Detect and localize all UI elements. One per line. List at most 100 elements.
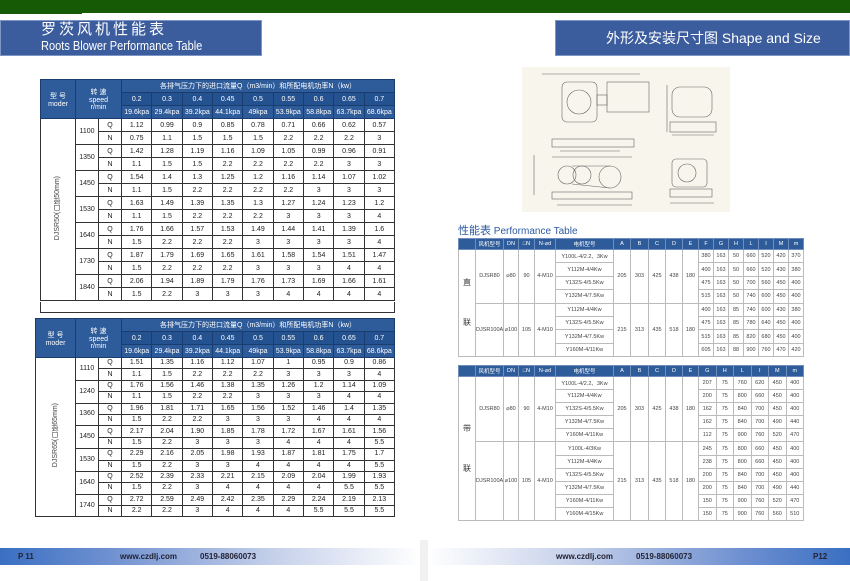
dimension-value: 420: [788, 342, 804, 358]
q-label: Q: [97, 248, 123, 262]
q-label: Q: [97, 274, 123, 288]
dimension-e: 180: [682, 441, 699, 522]
dimension-value: 85: [728, 329, 744, 344]
n-label: N: [97, 235, 123, 249]
dimension-value: 163: [713, 315, 729, 331]
table-row: Y160M-4/11Kw 605 163 88 900 760 470 420: [459, 342, 804, 358]
flow-value: 1.16: [272, 170, 304, 184]
dimension-value: 510: [785, 506, 804, 522]
power-value: 3: [181, 505, 214, 518]
dimension-value: 245: [698, 441, 717, 456]
power-value: 2.2: [211, 391, 244, 404]
dimension-value: 50: [728, 248, 744, 264]
power-value: 4: [363, 368, 396, 381]
dimension-a: 205: [613, 375, 631, 443]
power-value: 3: [302, 209, 335, 223]
power-value: 3: [302, 183, 335, 197]
power-value: 2.2: [181, 183, 214, 197]
power-value: 2.2: [181, 368, 214, 381]
speed-cell: 1100: [75, 118, 99, 145]
right-website[interactable]: www.czdlj.com: [556, 552, 614, 561]
flow-value: 2.35: [242, 493, 274, 507]
motor-model: Y132S-4/5.5Kw: [555, 402, 614, 417]
power-value: 2.2: [211, 183, 244, 197]
power-value: 4: [302, 413, 335, 427]
speed-cell: 1450: [75, 425, 99, 450]
left-website[interactable]: www.czdlj.com: [120, 552, 178, 561]
column-header: L: [733, 365, 752, 377]
flow-value: 2.21: [211, 470, 244, 484]
power-value: 4: [302, 287, 335, 301]
dimension-value: 400: [785, 375, 804, 391]
dimension-value: 150: [698, 506, 717, 522]
table-row: Y132S-4/5.5Kw 200 75 840 700 450 400: [459, 467, 804, 482]
left-page-number: P 11: [18, 552, 34, 561]
power-value: 2.2: [211, 209, 244, 223]
power-value: 2.2: [181, 413, 214, 427]
flow-value: 1.12: [121, 118, 153, 132]
table-row: Y132M-4/7.5Kw 162 75 840 700 490 440: [459, 415, 804, 430]
pressure-header: 0.5: [242, 92, 274, 106]
power-value: 4: [272, 287, 304, 301]
power-value: 5.5: [302, 505, 335, 518]
flow-value: 1.4: [333, 402, 365, 415]
dimension-value: 520: [758, 262, 774, 277]
pressure-header: 0.4: [181, 331, 214, 345]
power-value: 1.5: [151, 368, 183, 381]
table-row: Y132M-4/7.5Kw 200 75 840 700 490 440: [459, 480, 804, 495]
flow-value: 1.2: [302, 379, 335, 393]
dimension-value: 660: [743, 248, 759, 264]
dimension-value: 400: [788, 315, 804, 331]
dimension-value: 620: [750, 375, 769, 391]
flow-value: 1: [272, 356, 304, 370]
n-label: N: [97, 157, 123, 171]
column-header: C: [648, 365, 666, 377]
power-value: 2.2: [272, 131, 304, 145]
dimension-value: 680: [758, 329, 774, 344]
flow-value: 1.35: [211, 196, 244, 210]
flow-value: 1.67: [302, 425, 335, 438]
performance-table-djsr50: 型 号 moder 转 速 speed r/min 各排气压力下的进口流量Q（m3/min…: [40, 79, 396, 301]
power-value: 4: [242, 505, 274, 518]
model-header-en: moder: [48, 100, 68, 108]
column-header: G: [698, 365, 717, 377]
dimension-a: 215: [613, 441, 631, 522]
left-phone: 0519-88060073: [200, 552, 257, 561]
flow-value: 1.72: [272, 425, 304, 438]
dimension-value: 88: [728, 342, 744, 358]
flow-value: 1.76: [121, 222, 153, 236]
kpa-header: 39.2kpa: [181, 344, 214, 358]
table-row: 1360 Q 1.96 1.81 1.71 1.65 1.56 1.52 1.46 1.4 1.35: [36, 402, 396, 427]
power-value: 3: [333, 209, 365, 223]
performance-table-title-en: Performance Table: [493, 226, 578, 237]
column-header: L: [743, 238, 759, 250]
flow-value: 1.81: [151, 402, 183, 415]
motor-model: Y112M-4/4Kw: [555, 262, 614, 277]
coupling-type-char: 直: [463, 278, 471, 288]
column-header: D: [665, 238, 683, 250]
power-value: 2.2: [242, 368, 274, 381]
flow-value: 1.16: [181, 356, 214, 370]
flow-value: 1.61: [242, 248, 274, 262]
dimension-value: 820: [743, 329, 759, 344]
performance-table-title-cn: 性能表: [458, 224, 491, 237]
pressure-header: 0.3: [151, 92, 183, 106]
dimension-value: 75: [715, 493, 734, 508]
power-value: 3: [302, 235, 335, 249]
dimension-value: 800: [733, 454, 752, 469]
power-value: 3: [333, 157, 365, 171]
q-label: Q: [97, 379, 123, 393]
dimension-a: 215: [613, 302, 631, 358]
flow-value: 1.89: [181, 274, 214, 288]
dimension-value: 163: [713, 248, 729, 264]
motor-model: Y112M-4/4Kw: [555, 454, 614, 469]
dimension-value: 75: [715, 480, 734, 495]
power-value: 4: [302, 459, 335, 472]
direct-coupled-side-view: [542, 73, 650, 158]
flow-value: 1.39: [333, 222, 365, 236]
flow-value: 1.51: [333, 248, 365, 262]
flow-value: 0.62: [333, 118, 365, 132]
flow-value: 2.17: [121, 425, 153, 438]
motor-model: Y160M-4/15Kw: [555, 506, 614, 522]
